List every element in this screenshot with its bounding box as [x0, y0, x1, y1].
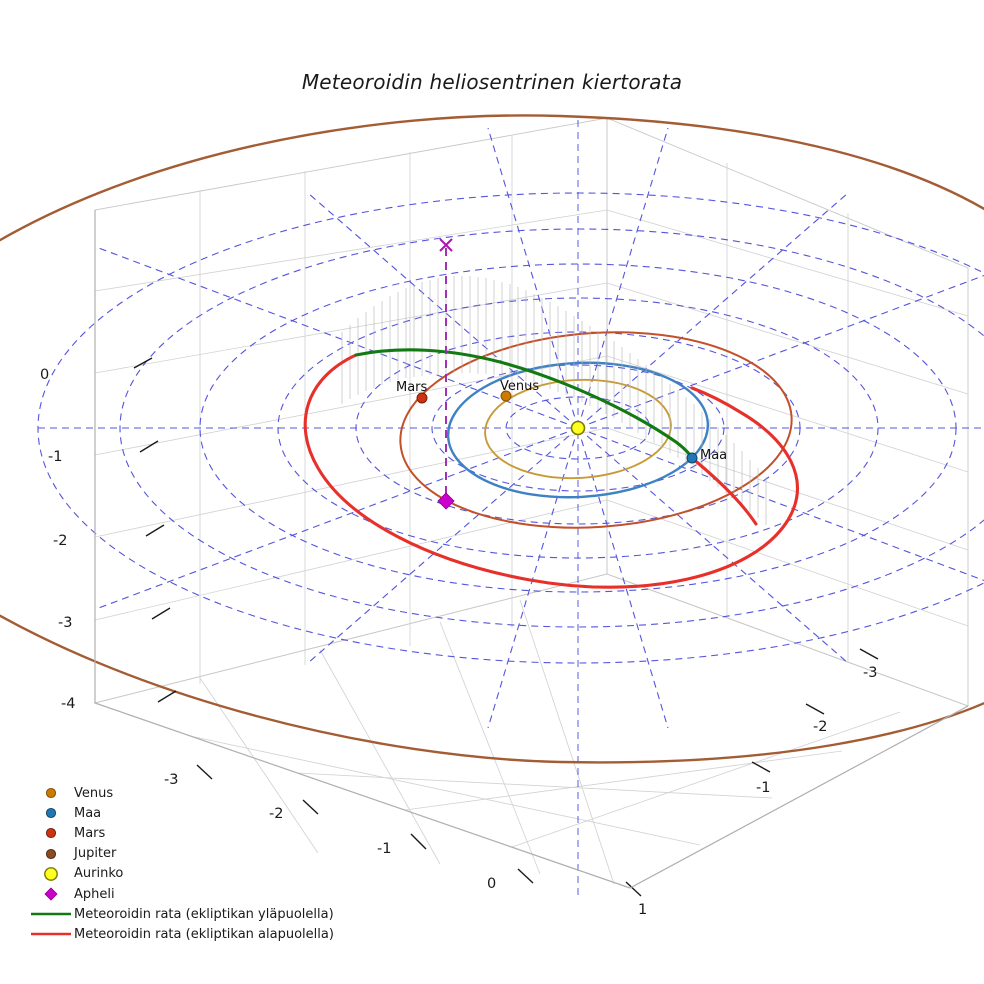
- venus-marker-icon: [28, 783, 74, 803]
- venus-orbit: [484, 378, 672, 480]
- meteoroid-projection-stems: [341, 276, 767, 525]
- z-tick-label-0: 0: [40, 367, 50, 383]
- legend-item-maa[interactable]: Maa: [28, 803, 358, 823]
- z-tick-label-1: -1: [48, 449, 63, 465]
- page-title: Meteoroidin heliosentrinen kiertorata: [301, 70, 683, 94]
- legend-item-apheli[interactable]: Apheli: [28, 884, 358, 904]
- axes-pane-wireframe: [93, 117, 970, 889]
- legend-label-orbit-below: Meteoroidin rata (ekliptikan alapuolella…: [74, 926, 334, 942]
- y-tick-label-0: -3: [863, 665, 878, 681]
- legend-item-orbit-above[interactable]: Meteoroidin rata (ekliptikan yläpuolella…: [28, 904, 358, 924]
- x-tick-label-2: -1: [377, 841, 392, 857]
- legend-label-orbit-above: Meteoroidin rata (ekliptikan yläpuolella…: [74, 906, 334, 922]
- green-line-icon: [28, 904, 74, 924]
- legend-item-venus[interactable]: Venus: [28, 783, 358, 803]
- y-tick-label-2: -1: [756, 780, 771, 796]
- jupiter-marker-icon: [28, 844, 74, 864]
- y-tick-label-1: -2: [813, 719, 828, 735]
- legend-label-mars: Mars: [74, 825, 106, 841]
- earth-orbit: [446, 361, 710, 499]
- body-marker-aurinko: [570, 420, 586, 436]
- x-tick-label-4: 1: [638, 902, 648, 918]
- z-tick-label-2: -2: [53, 533, 68, 549]
- legend-item-orbit-below[interactable]: Meteoroidin rata (ekliptikan alapuolella…: [28, 924, 358, 944]
- legend-item-jupiter[interactable]: Jupiter: [28, 844, 358, 864]
- aphelion-diamond-marker: [437, 492, 455, 510]
- meteoroid-orbit-below-ecliptic-tail: [690, 456, 758, 526]
- z-tick-label-4: -4: [61, 696, 76, 712]
- legend-label-jupiter: Jupiter: [74, 846, 117, 862]
- body-label-mars: Mars: [396, 380, 428, 395]
- legend-item-aurinko[interactable]: Aurinko: [28, 864, 358, 884]
- meteoroid-orbit-below-ecliptic: [303, 353, 799, 589]
- mars-marker-icon: [28, 823, 74, 843]
- x-tick-label-0: -3: [164, 772, 179, 788]
- jupiter-orbit: [0, 114, 984, 764]
- red-line-icon: [28, 924, 74, 944]
- aphelion-cross-icon: [439, 238, 453, 252]
- meteoroid-orbit-above-ecliptic: [354, 348, 694, 460]
- legend-label-aurinko: Aurinko: [74, 866, 124, 882]
- x-tick-label-1: -2: [269, 806, 284, 822]
- legend-label-venus: Venus: [74, 785, 114, 801]
- aurinko-marker-icon: [28, 864, 74, 884]
- polar-reference-grid: [37, 127, 984, 729]
- body-marker-mars: [416, 392, 428, 404]
- body-marker-maa: [686, 452, 698, 464]
- legend-label-maa: Maa: [74, 805, 102, 821]
- body-label-maa: Maa: [700, 448, 728, 463]
- apheli-marker-icon: [28, 884, 74, 904]
- maa-marker-icon: [28, 803, 74, 823]
- right-pane-grid: [606, 163, 969, 663]
- axis-spines: [94, 210, 969, 889]
- legend-label-apheli: Apheli: [74, 886, 115, 902]
- legend: Venus Maa Mars Jupit: [28, 783, 358, 945]
- body-label-venus: Venus: [500, 379, 540, 394]
- mars-orbit: [399, 331, 793, 529]
- z-tick-label-3: -3: [58, 615, 73, 631]
- legend-item-mars[interactable]: Mars: [28, 823, 358, 843]
- body-marker-venus: [500, 390, 512, 402]
- x-tick-label-3: 0: [487, 876, 497, 892]
- bottom-pane-grid: [189, 599, 901, 885]
- axis-tick-marks: [133, 357, 879, 897]
